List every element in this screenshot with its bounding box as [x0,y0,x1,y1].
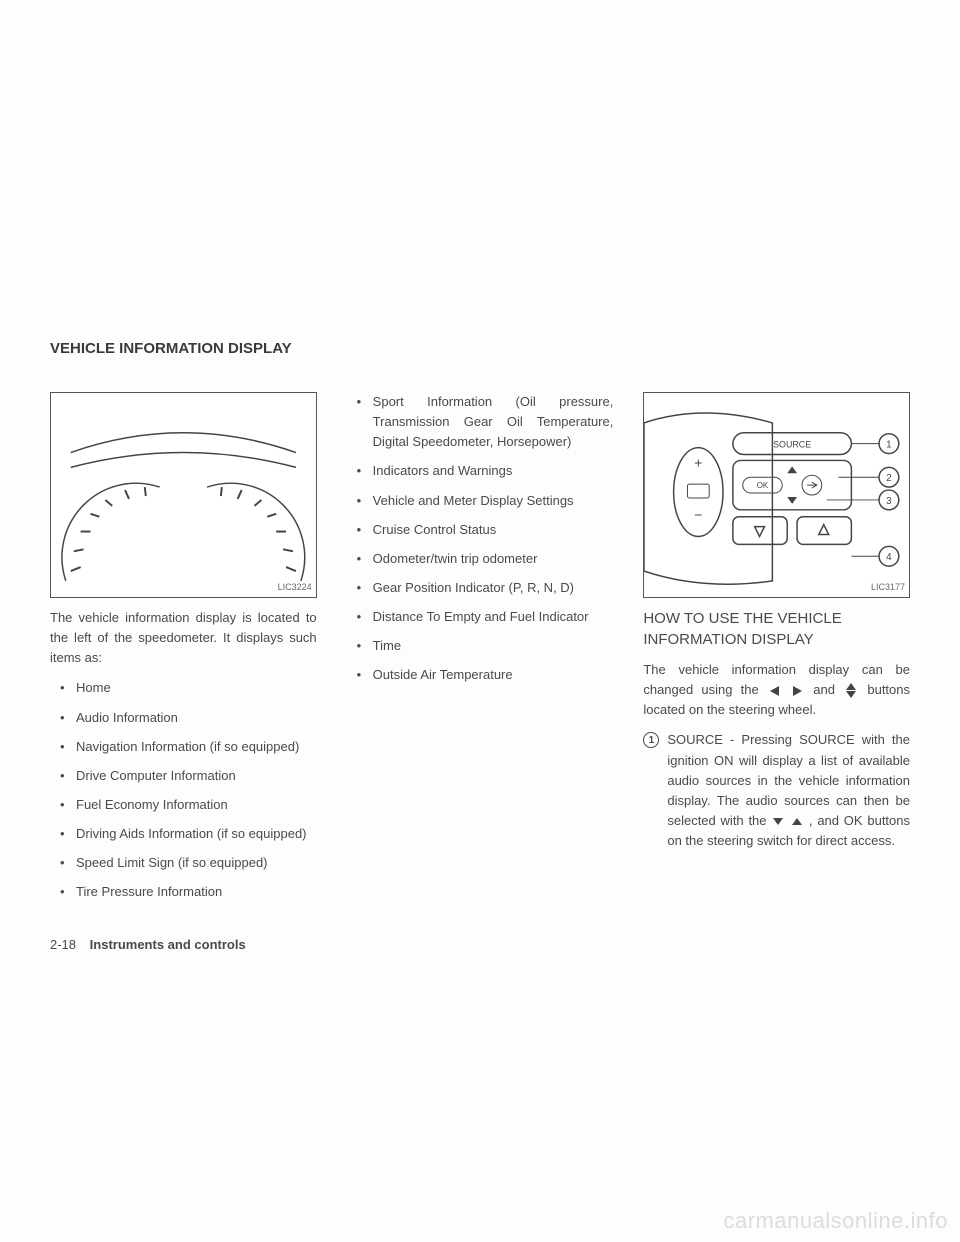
triangle-updown-icon [846,682,856,699]
list-item: Driving Aids Information (if so equipped… [60,824,317,844]
list-item: Audio Information [60,708,317,728]
list-item: Home [60,678,317,698]
numbered-item-text: SOURCE - Pressing SOURCE with the igniti… [667,730,910,851]
text-fragment: and [813,682,835,697]
svg-text:4: 4 [887,552,893,563]
list-item: Vehicle and Meter Display Settings [357,491,614,511]
list-item: Fuel Economy Information [60,795,317,815]
column2-list: Sport Information (Oil pressure, Transmi… [347,392,614,686]
list-item: Tire Pressure Information [60,882,317,902]
figure-lic3177: + − SOURCE OK 1 2 3 4 L [643,392,910,598]
list-item: Drive Computer Information [60,766,317,786]
page-number: 2-18 [50,937,76,952]
section-name: Instruments and controls [90,937,246,952]
list-item: Distance To Empty and Fuel Indicator [357,607,614,627]
figure-label: LIC3177 [871,581,905,595]
triangle-down-icon [773,818,783,825]
list-item: Sport Information (Oil pressure, Transmi… [357,392,614,452]
list-item: Odometer/twin trip odometer [357,549,614,569]
column1-intro: The vehicle information display is locat… [50,608,317,668]
triangle-right-icon [793,686,802,696]
svg-text:2: 2 [887,473,892,484]
svg-text:OK: OK [757,481,769,490]
list-item: Cruise Control Status [357,520,614,540]
list-item: Time [357,636,614,656]
list-item: Speed Limit Sign (if so equipped) [60,853,317,873]
figure-label: LIC3224 [278,581,312,595]
numbered-item-1: 1 SOURCE - Pressing SOURCE with the igni… [643,730,910,851]
list-item: Navigation Information (if so equipped) [60,737,317,757]
footer: 2-18 Instruments and controls [50,937,246,952]
column3-heading: HOW TO USE THE VEHICLE INFORMATION DISPL… [643,608,910,650]
triangle-up-icon [792,818,802,825]
svg-text:3: 3 [887,496,893,507]
figure-lic3224: LIC3224 [50,392,317,598]
list-item: Outside Air Temperature [357,665,614,685]
column-2: Sport Information (Oil pressure, Transmi… [347,392,614,912]
column-3: + − SOURCE OK 1 2 3 4 L [643,392,910,912]
content-columns: LIC3224 The vehicle information display … [50,392,910,912]
column1-list: Home Audio Information Navigation Inform… [50,678,317,902]
watermark: carmanualsonline.info [723,1208,948,1234]
list-item: Gear Position Indicator (P, R, N, D) [357,578,614,598]
page-title: VEHICLE INFORMATION DISPLAY [50,340,910,357]
triangle-left-icon [770,686,779,696]
circle-number-icon: 1 [643,732,659,748]
svg-text:SOURCE: SOURCE [773,440,811,450]
list-item: Indicators and Warnings [357,461,614,481]
column-1: LIC3224 The vehicle information display … [50,392,317,912]
column3-para1: The vehicle information display can be c… [643,660,910,720]
svg-text:1: 1 [887,440,892,451]
svg-text:−: − [695,507,703,523]
svg-text:+: + [695,454,703,470]
